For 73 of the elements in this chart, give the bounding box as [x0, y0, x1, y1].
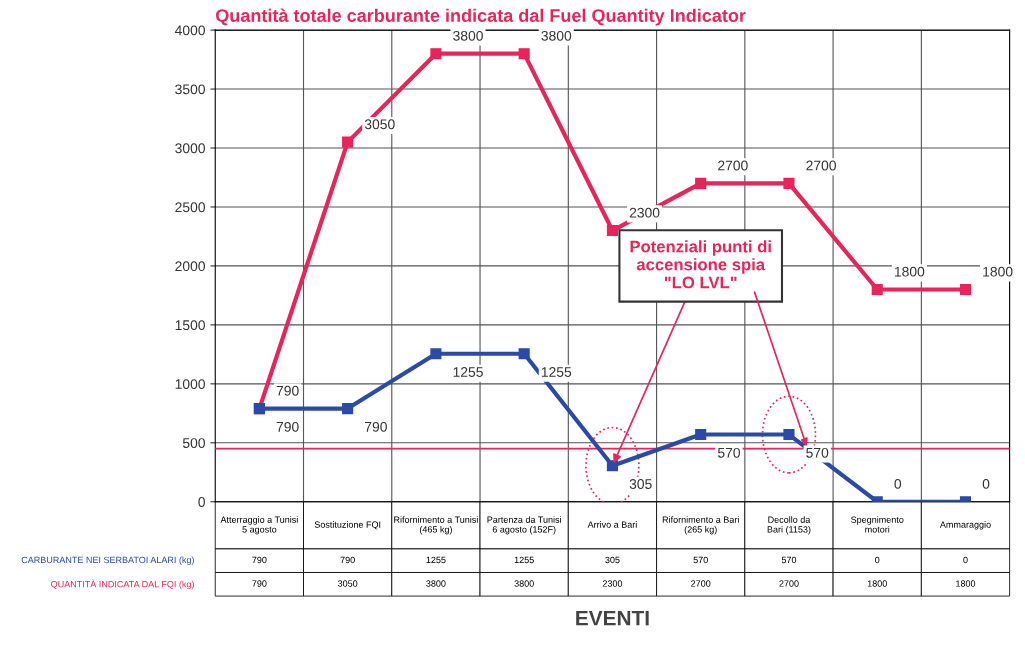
- point: [695, 428, 707, 441]
- point: [871, 283, 883, 296]
- point: [606, 460, 618, 472]
- point: [342, 136, 354, 148]
- x-tick-label: Atterraggio a Tunisi 5 agosto: [220, 516, 298, 535]
- data-label: 3800: [514, 580, 534, 587]
- x-tick-label: Ammaraggio: [939, 521, 991, 530]
- data-label: 3800: [426, 580, 446, 587]
- x-tick-label: Decollo da Bari (1153): [767, 516, 811, 535]
- data-label: 305: [605, 556, 620, 564]
- y-tick-label: 1500: [175, 320, 205, 331]
- text: 0: [982, 478, 990, 489]
- y-tick-label: 4000: [174, 25, 205, 36]
- point: [695, 177, 707, 189]
- point: [959, 283, 972, 296]
- text: 2700: [806, 160, 836, 171]
- data-label: 0: [875, 556, 880, 564]
- text: CARBURANTE NEI SERBATOI ALARI (kg): [21, 556, 194, 565]
- x-tick-label: Rifornimento a Tunisi (465 kg): [394, 516, 478, 535]
- x-tick-label: Spegnimento motori: [851, 516, 904, 533]
- data-label: 1255: [514, 556, 534, 564]
- text: 2700: [718, 160, 748, 171]
- text: 570: [717, 447, 740, 458]
- data-label: 790: [252, 556, 267, 564]
- text: 305: [629, 479, 652, 489]
- data-label: 2700: [691, 580, 711, 587]
- text: 3050: [364, 119, 395, 130]
- data-label: 570: [781, 556, 797, 564]
- text: 1255: [541, 367, 572, 377]
- text: 790: [276, 421, 299, 432]
- y-tick-label: 3500: [175, 84, 205, 95]
- data-label: 1800: [867, 580, 887, 587]
- data-label: 2700: [779, 580, 799, 587]
- y-tick-label: 2500: [175, 202, 205, 213]
- text: 1800: [894, 266, 925, 277]
- x-axis-title: EVENTI: [576, 610, 649, 626]
- text: QUANTITÀ INDICATA DAL FQI (kg): [51, 579, 194, 590]
- point: [342, 403, 354, 415]
- text: 790: [276, 385, 299, 396]
- annotation: Potenziali punti di accensione spia "LO LVL": [630, 240, 771, 289]
- point: [518, 348, 530, 360]
- y-tick-label: 500: [182, 438, 205, 448]
- data-label: 570: [693, 556, 708, 564]
- data-label: 1800: [956, 580, 976, 587]
- text: 0: [894, 478, 902, 489]
- text: 1255: [453, 367, 483, 377]
- x-tick-label: Sostituzione FQI: [314, 521, 381, 530]
- data-label: 790: [340, 556, 355, 564]
- point: [783, 428, 795, 441]
- y-tick-label: 0: [198, 497, 205, 507]
- point: [518, 48, 530, 60]
- data-label: 790: [252, 580, 267, 587]
- x-tick-label: Partenza da Tunisi 6 agosto (152F): [487, 516, 561, 535]
- point: [606, 224, 618, 237]
- point: [783, 177, 795, 189]
- text: 3800: [453, 30, 483, 41]
- text: 1800: [983, 266, 1013, 277]
- data-label: 0: [963, 556, 968, 564]
- text: 2300: [629, 207, 660, 218]
- y-tick-label: 2000: [175, 261, 205, 272]
- y-tick-label: 3000: [175, 143, 205, 154]
- point: [430, 348, 442, 360]
- data-label: 3050: [337, 580, 358, 587]
- x-tick-label: Arrivo a Bari: [587, 521, 637, 528]
- text: 3800: [541, 30, 572, 41]
- x-tick-label: Rifornimento a Bari (265 kg): [662, 516, 739, 535]
- point: [430, 48, 442, 60]
- text: 570: [806, 447, 829, 458]
- chart-title: Quantità totale carburante indicata dal Fuel Quantity Indicator: [215, 8, 746, 26]
- data-label: 2300: [602, 580, 623, 587]
- text: 790: [365, 421, 387, 432]
- data-label: 1255: [426, 556, 446, 564]
- y-tick-label: 1000: [175, 379, 205, 390]
